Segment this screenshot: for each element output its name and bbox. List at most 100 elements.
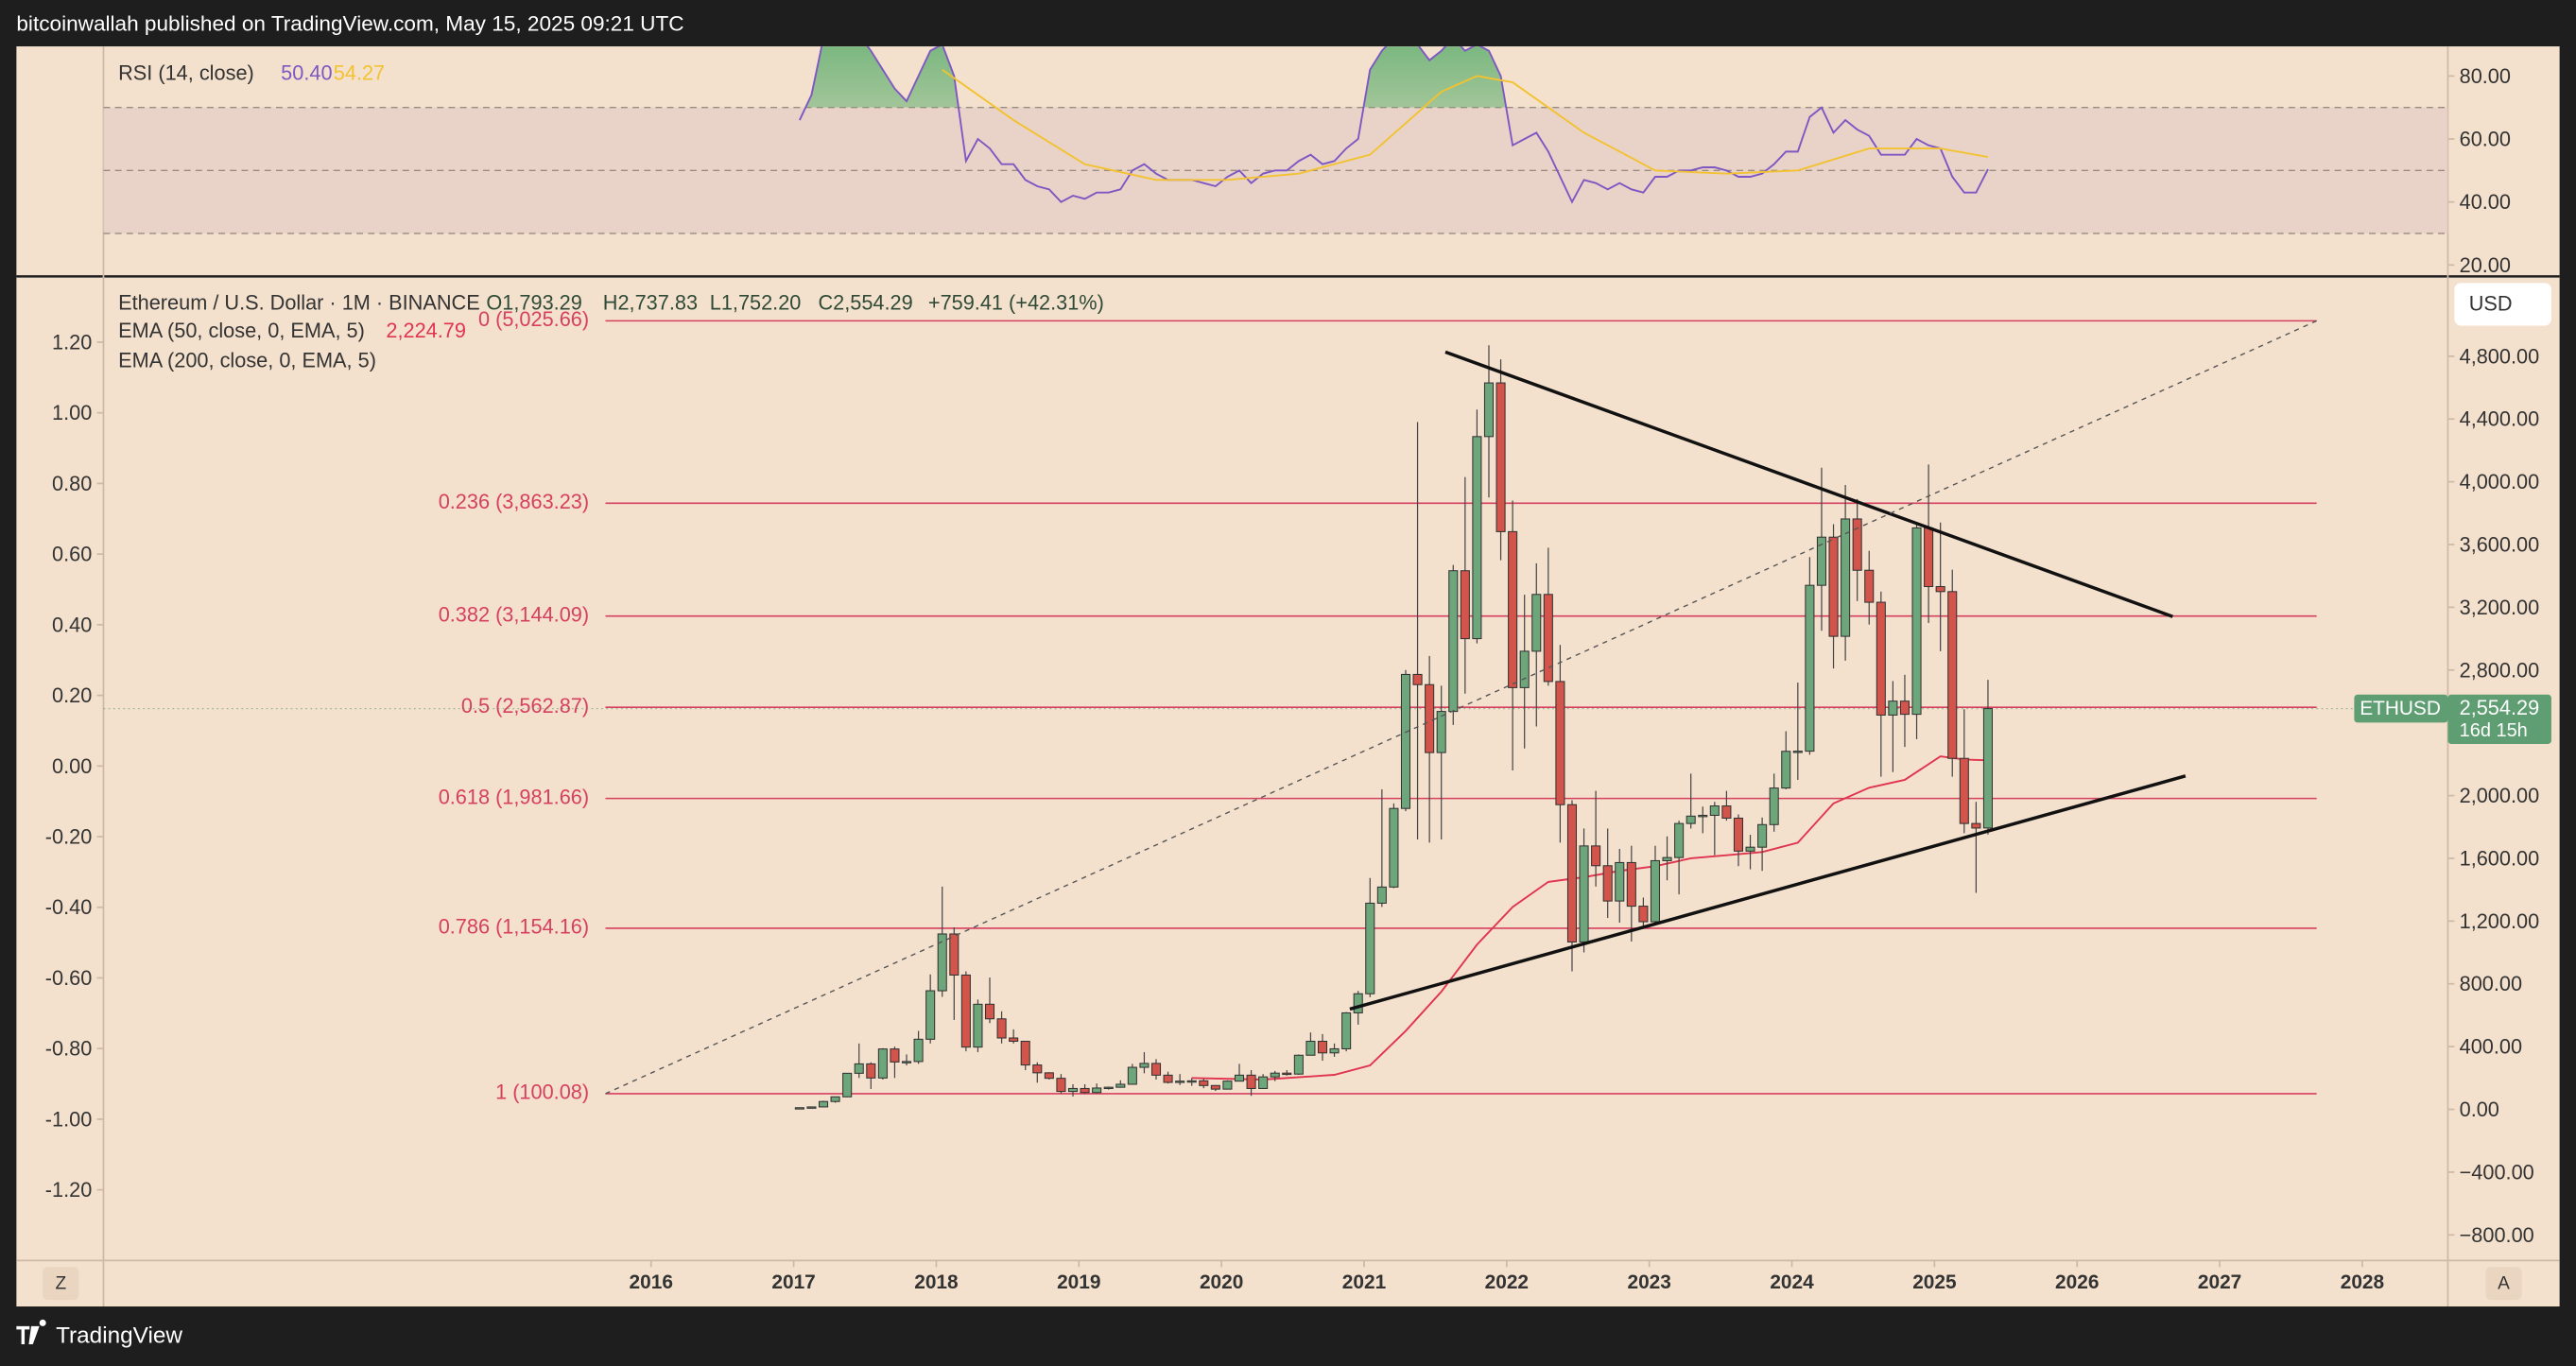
candle-body [1982, 708, 1993, 829]
rsi-tick-label: 40.00 [2460, 190, 2511, 214]
candle-body [1080, 1087, 1090, 1094]
candle-body [1483, 382, 1495, 438]
candle-body [1282, 1072, 1292, 1076]
candle-body [1876, 601, 1886, 716]
candle-body [818, 1100, 829, 1108]
left-tick-label: 0.00 [52, 754, 92, 778]
candle-body [1638, 906, 1649, 923]
price-tag-countdown: 16d 15h [2460, 720, 2528, 741]
candle-body [937, 933, 947, 992]
ema-legend: EMA (50, close, 0, EMA, 5) [118, 319, 365, 342]
year-label: 2022 [1485, 1271, 1529, 1293]
candle-body [1721, 805, 1732, 820]
candle-body [1436, 711, 1446, 753]
candle-body [1234, 1074, 1245, 1082]
candle-body [1448, 570, 1459, 713]
price-tick-label: 2,800.00 [2460, 658, 2540, 682]
currency-label[interactable]: USD [2469, 292, 2513, 316]
candle-body [1733, 817, 1744, 852]
candle-body [1959, 757, 1969, 824]
candle-body [1163, 1074, 1173, 1083]
candle-body [1602, 865, 1613, 902]
candle-body [854, 1063, 864, 1074]
year-label: 2024 [1770, 1271, 1814, 1293]
currency-button[interactable] [2454, 283, 2551, 326]
year-label: 2019 [1057, 1271, 1100, 1293]
symbol-tag-label: ETHUSD [2360, 698, 2441, 719]
brand-logo [16, 1319, 46, 1344]
left-tick-label: 0.20 [52, 683, 92, 707]
candle-body [984, 1003, 995, 1020]
price-tick-label: 2,000.00 [2460, 784, 2540, 807]
candle-body [1460, 570, 1470, 640]
ohlc-change: +759.41 (+42.31%) [928, 291, 1104, 315]
rsi-tick-label: 60.00 [2460, 128, 2511, 151]
candle-body [1270, 1072, 1280, 1078]
price-tag-value: 2,554.29 [2460, 696, 2540, 719]
candle-body [913, 1038, 924, 1063]
candle-body [1175, 1081, 1185, 1083]
candle-body [1662, 856, 1672, 861]
ema-legend: EMA (200, close, 0, EMA, 5) [118, 348, 376, 372]
candle-body [1341, 1012, 1352, 1049]
candle-body [1543, 594, 1553, 683]
candle-body [1412, 673, 1423, 685]
candle-body [1888, 700, 1898, 716]
zoom-button[interactable] [43, 1267, 79, 1301]
candle-body [1828, 536, 1839, 637]
candle-body [1650, 859, 1661, 923]
price-pane: 0 (5,025.66) 0.236 (3,863.23) 0.382 (3,144… [103, 307, 2448, 1110]
price-tick-label: 4,400.00 [2460, 407, 2540, 431]
candle-body [1519, 650, 1530, 688]
ohlc-high: H2,737.83 [603, 291, 698, 315]
price-tick-label: 0.00 [2460, 1098, 2499, 1121]
candle-body [1020, 1040, 1030, 1066]
candle-body [996, 1018, 1007, 1039]
candle-body [1911, 527, 1922, 716]
candle-body [1365, 902, 1375, 994]
candle-body [1199, 1080, 1209, 1086]
candle-body [1626, 861, 1636, 908]
left-tick-label: 0.80 [52, 472, 92, 495]
price-tick-label: 4,000.00 [2460, 470, 2540, 493]
candle-body [1816, 536, 1827, 586]
chart-background [16, 46, 2560, 1307]
candle-body [1781, 751, 1791, 789]
candle-body [866, 1063, 876, 1079]
brand: TradingView [56, 1323, 182, 1349]
candle-body [1899, 700, 1910, 716]
candle-body [1615, 861, 1625, 902]
rsi-value: 50.40 [281, 61, 332, 84]
price-tick-label: 3,200.00 [2460, 596, 2540, 619]
candle-body [1674, 822, 1685, 858]
candle-body [1389, 807, 1399, 888]
zoom-label[interactable]: Z [55, 1274, 66, 1294]
left-tick-label: 0.60 [52, 543, 92, 566]
candle-body [1698, 814, 1708, 818]
left-tick-label: -0.20 [45, 825, 93, 849]
fib-label: 0.236 (3,863.23) [439, 490, 589, 513]
year-label: 2028 [2341, 1271, 2384, 1293]
year-label: 2026 [2055, 1271, 2099, 1293]
candle-body [1686, 815, 1696, 824]
price-tick-label: 3,600.00 [2460, 532, 2540, 556]
rsi-line [942, 68, 1989, 182]
year-label: 2021 [1342, 1271, 1387, 1293]
trendline [1444, 350, 2173, 618]
price-tick-label: 400.00 [2460, 1035, 2522, 1059]
candle-body [1579, 845, 1589, 942]
candle-body [1924, 527, 1934, 588]
year-label: 2020 [1200, 1271, 1243, 1293]
trendline [1349, 774, 2187, 1012]
candle-body [1971, 822, 1981, 829]
candle-body [1056, 1078, 1066, 1093]
rsi-pane [103, 46, 2448, 234]
symbol-tag [2354, 694, 2448, 723]
left-tick-label: -1.20 [45, 1178, 93, 1202]
auto-button[interactable] [2485, 1267, 2522, 1301]
trendline [605, 320, 2317, 1095]
candle-body [1400, 673, 1411, 809]
left-tick-label: -1.00 [45, 1107, 93, 1131]
candle-body [1009, 1037, 1019, 1043]
auto-label[interactable]: A [2498, 1274, 2510, 1294]
